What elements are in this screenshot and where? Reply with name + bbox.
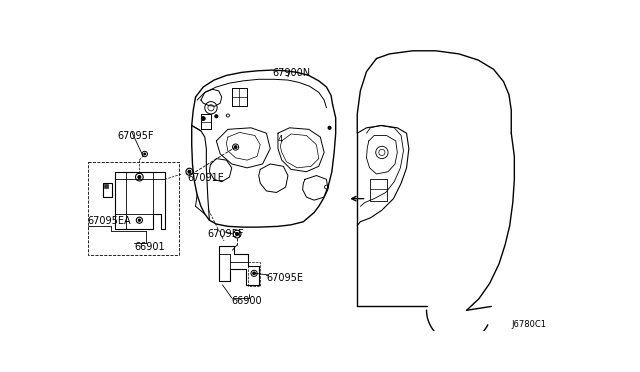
Bar [248,262,260,286]
Text: 67095E: 67095E [266,273,303,283]
Circle shape [138,176,141,179]
Circle shape [144,153,146,155]
Circle shape [253,272,255,275]
Circle shape [188,170,191,173]
Circle shape [328,126,331,129]
Circle shape [234,146,237,148]
Circle shape [215,115,218,118]
Text: J6780C1: J6780C1 [511,320,547,329]
Text: 67095EA: 67095EA [88,217,131,226]
Text: 66901: 66901 [134,242,164,252]
Text: 67095F: 67095F [117,131,154,141]
Bar [369,179,387,201]
Text: 66900: 66900 [232,296,262,307]
Bar [103,183,113,197]
Circle shape [138,219,141,221]
Bar [88,163,179,255]
Circle shape [236,232,239,235]
Bar [104,184,108,188]
Circle shape [202,117,205,121]
Text: 67095F: 67095F [207,230,244,240]
Text: 67091E: 67091E [188,173,225,183]
Text: 67900N: 67900N [273,68,310,78]
Text: 4: 4 [278,135,283,144]
